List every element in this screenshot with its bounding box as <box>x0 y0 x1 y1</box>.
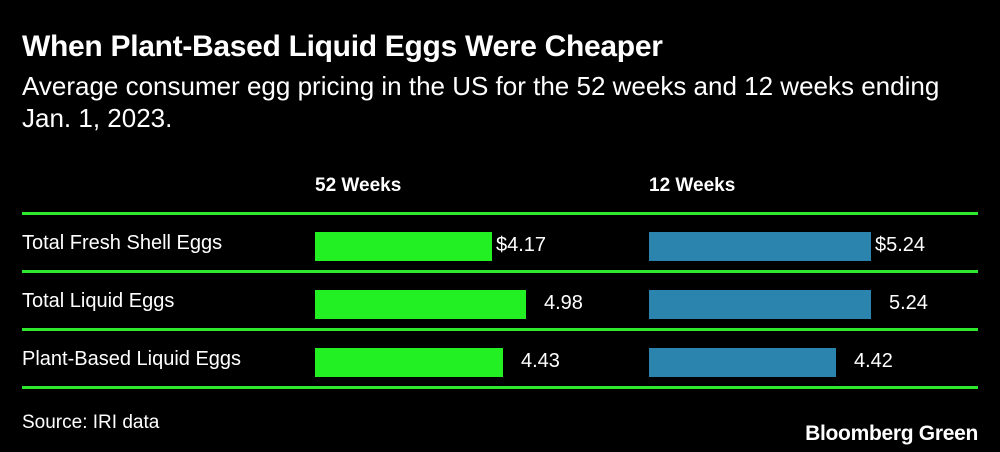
data-label: 4.43 <box>521 350 560 372</box>
bar-52-weeks <box>315 348 503 377</box>
bar-52-weeks <box>315 232 492 261</box>
row-divider <box>22 386 978 389</box>
data-label: $5.24 <box>875 234 926 256</box>
column-header-12-weeks: 12 Weeks <box>649 175 736 196</box>
row-divider <box>22 212 978 215</box>
source-note: Source: IRI data <box>22 412 160 433</box>
bar-12-weeks <box>649 348 836 377</box>
data-label: 4.42 <box>854 350 893 372</box>
row-divider <box>22 328 978 331</box>
brand-logo: Bloomberg Green <box>805 422 978 445</box>
chart-title: When Plant-Based Liquid Eggs Were Cheape… <box>22 30 663 63</box>
bar-12-weeks <box>649 232 871 261</box>
data-label: 4.98 <box>544 292 583 314</box>
bar-12-weeks <box>649 290 871 319</box>
bar-52-weeks <box>315 290 526 319</box>
category-label: Total Liquid Eggs <box>22 290 175 312</box>
category-label: Plant-Based Liquid Eggs <box>22 348 242 370</box>
column-header-52-weeks: 52 Weeks <box>315 175 402 196</box>
row-divider <box>22 270 978 273</box>
category-label: Total Fresh Shell Eggs <box>22 232 223 254</box>
data-label: $4.17 <box>496 234 547 256</box>
chart-subtitle: Average consumer egg pricing in the US f… <box>22 71 940 133</box>
data-label: 5.24 <box>889 292 928 314</box>
